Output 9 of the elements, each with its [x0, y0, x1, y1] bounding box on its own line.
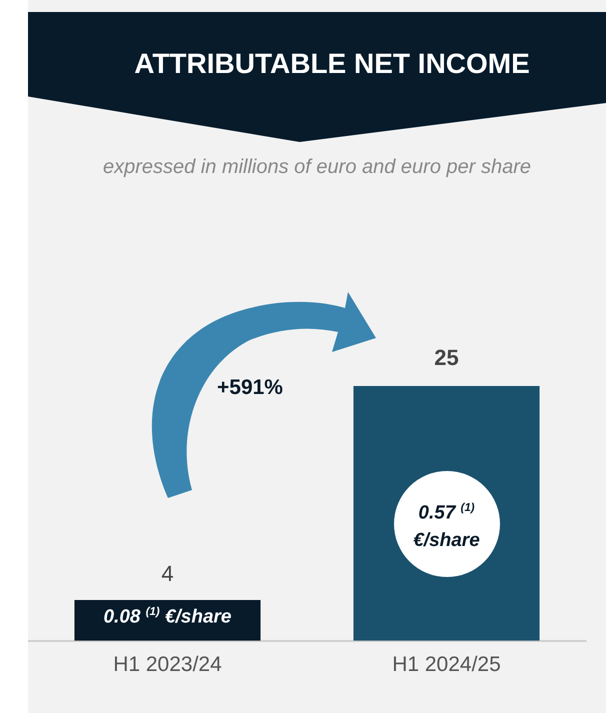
data-label: 25	[434, 345, 459, 370]
chart-title: ATTRIBUTABLE NET INCOME	[133, 48, 531, 80]
annotation: 0.08 $^{(1)}$ €/share	[102, 606, 232, 628]
x-tick-label: H1 2024/25	[392, 653, 501, 676]
x-tick-label: H1 2023/24	[113, 653, 222, 676]
chart-subtitle: expressed in millions of euro and euro per share	[102, 156, 532, 179]
annotation: +591%	[216, 376, 284, 400]
text: 0.57 $^{(1)}$ €/share	[413, 502, 480, 552]
data-label: 4	[161, 561, 174, 586]
